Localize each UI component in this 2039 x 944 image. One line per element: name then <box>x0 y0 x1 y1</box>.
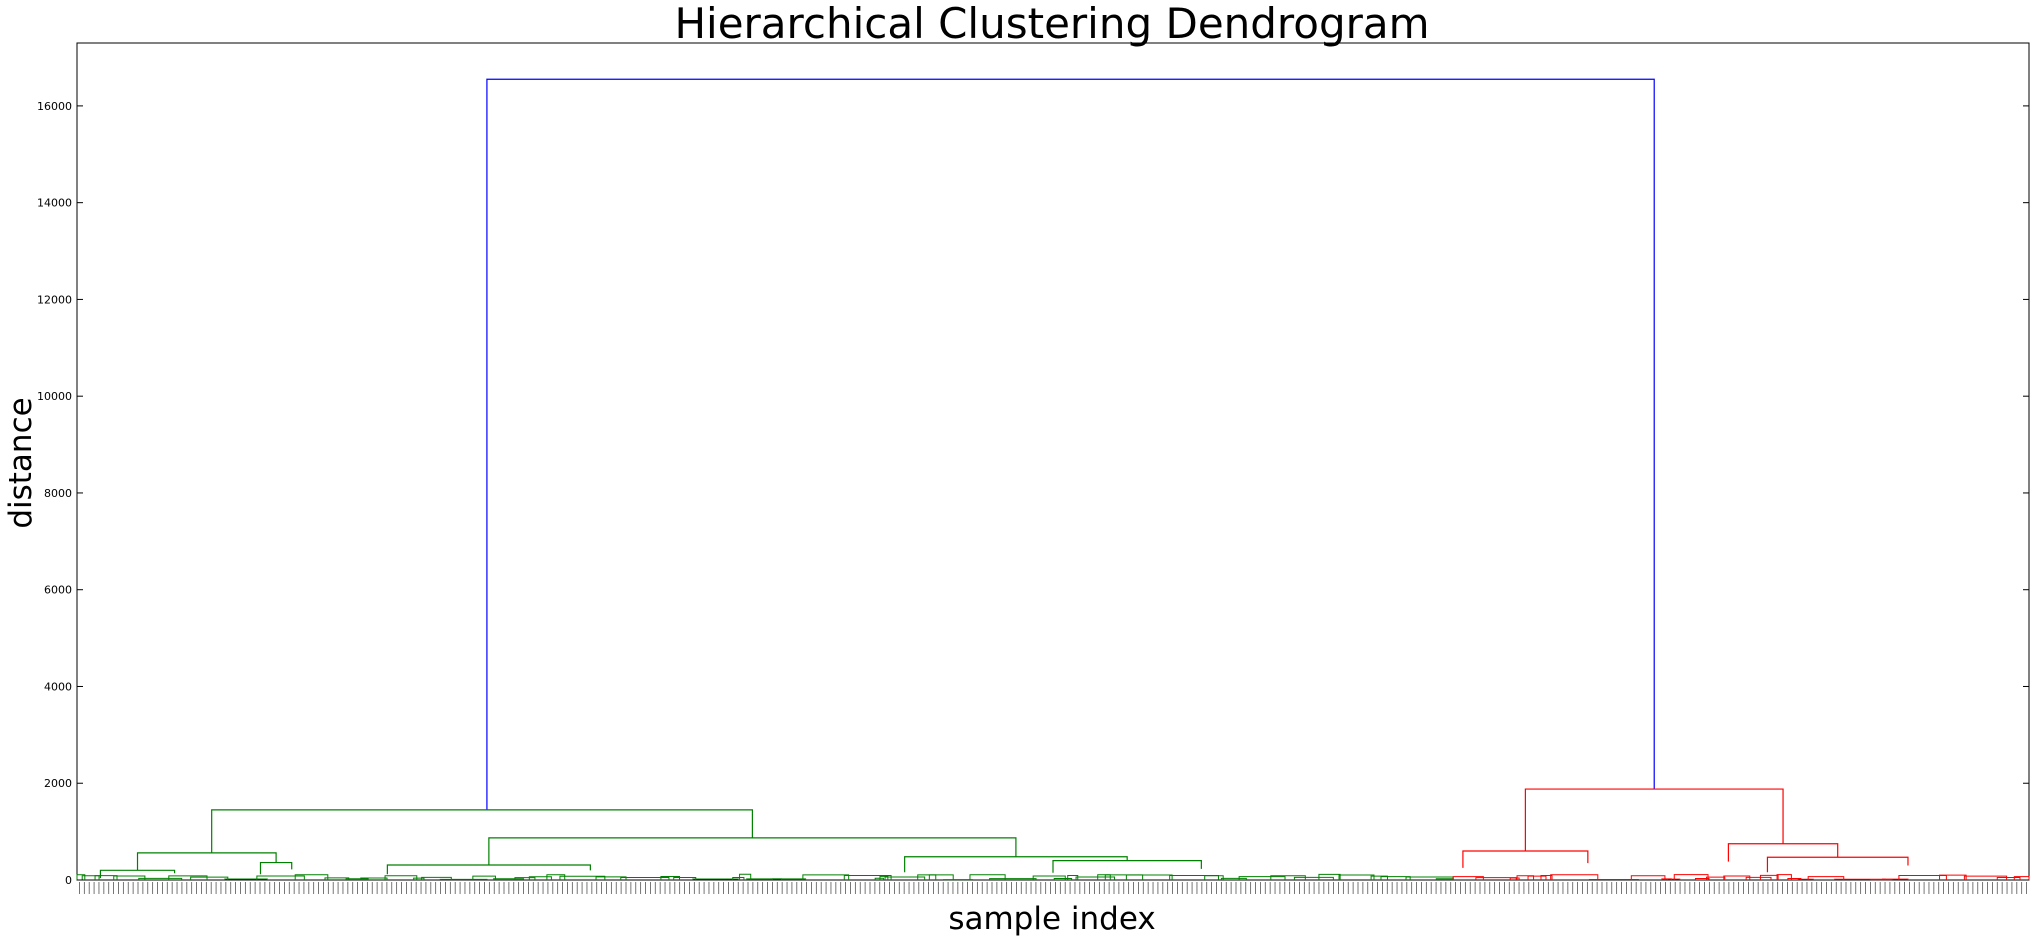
dendrogram-links <box>77 79 2029 880</box>
dendrogram-link-green-a <box>138 853 277 870</box>
chart-title: Hierarchical Clustering Dendrogram <box>674 0 1429 48</box>
y-tick-label: 0 <box>65 874 72 887</box>
y-tick-label: 4000 <box>44 680 72 693</box>
leaf-link <box>1339 875 1374 880</box>
leaf-link <box>547 875 565 880</box>
y-tick-label: 6000 <box>44 584 72 597</box>
dendrogram-link-green-b2 <box>905 857 1128 872</box>
leaf-link <box>385 876 417 880</box>
leaf-link <box>970 875 1005 880</box>
leaf-link <box>1777 875 1791 880</box>
y-axis: 0 2000 4000 6000 8000 10000 12000 14000 16000 <box>37 100 2029 887</box>
leaf-link <box>1126 875 1172 880</box>
plot-frame <box>77 43 2029 880</box>
dendrogram-link-green-b3 <box>1053 861 1201 873</box>
y-tick-label: 12000 <box>37 293 72 306</box>
dendrogram-link-green-b <box>489 838 1016 865</box>
y-axis-label: distance <box>3 397 39 528</box>
dendrogram-link-red-top <box>1525 789 1783 851</box>
dendrogram-link-green-a1 <box>100 870 174 878</box>
y-tick-label: 2000 <box>44 777 72 790</box>
y-tick-label: 14000 <box>37 197 72 210</box>
y-tick-label: 8000 <box>44 487 72 500</box>
x-axis-label: sample index <box>948 901 1155 937</box>
leaf-link <box>803 875 849 880</box>
leaf-link <box>1033 876 1065 880</box>
leaf-link <box>1453 877 1483 880</box>
dendrogram-link-red-b <box>1728 844 1837 862</box>
dendrogram-link-green-b1 <box>387 865 590 874</box>
dendrogram-link-root <box>487 79 1654 810</box>
dendrogram-link-red-b1 <box>1767 857 1908 872</box>
y-tick-label: 10000 <box>37 390 72 403</box>
leaf-link <box>1205 876 1223 880</box>
plot-border <box>77 43 2029 880</box>
dendrogram-link-red-a <box>1463 851 1588 868</box>
leaf-ticks <box>79 882 2026 894</box>
dendrogram-link-green-a2 <box>260 863 291 875</box>
y-tick-label: 16000 <box>37 100 72 113</box>
dendrogram-link-green-top <box>212 810 753 853</box>
leaf-link <box>1528 876 1546 880</box>
leaf-link <box>1964 876 2006 880</box>
